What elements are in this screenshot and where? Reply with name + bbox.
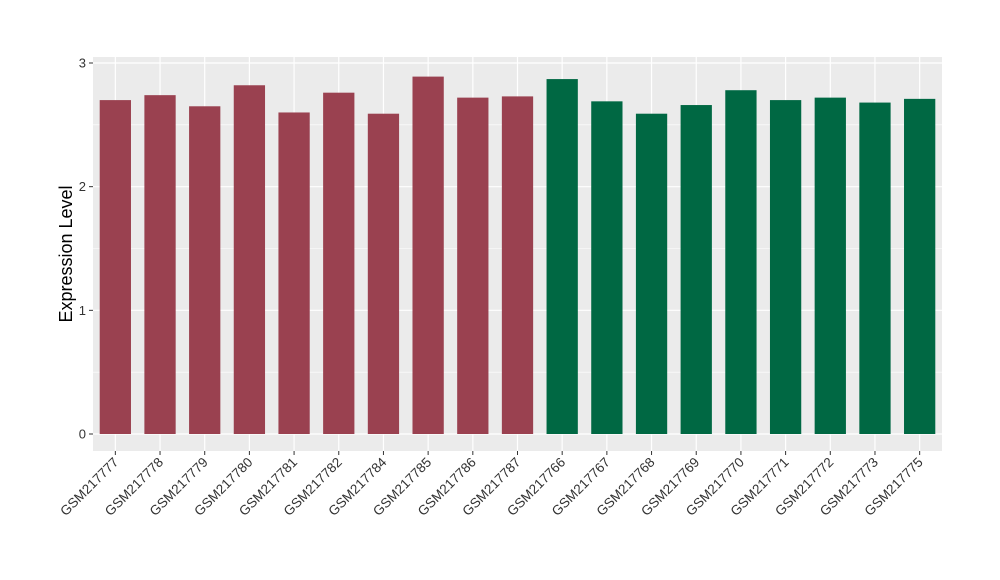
bar xyxy=(457,97,489,435)
bar xyxy=(278,112,310,434)
bar xyxy=(680,105,712,435)
y-axis-title: Expression Level xyxy=(56,185,76,322)
bar xyxy=(635,113,668,434)
y-tick-label: 3 xyxy=(79,56,86,71)
y-tick-label: 2 xyxy=(79,179,86,194)
y-axis: 0 1 2 3 xyxy=(79,56,93,442)
x-axis: GSM217777GSM217778GSM217779GSM217780GSM2… xyxy=(57,451,926,519)
bar xyxy=(904,98,936,434)
bar xyxy=(144,95,176,435)
y-tick-label: 0 xyxy=(79,427,86,442)
bar xyxy=(189,106,221,435)
bar xyxy=(367,113,400,434)
bar xyxy=(233,85,266,434)
bar xyxy=(412,76,444,434)
bar xyxy=(323,92,355,435)
bar xyxy=(591,101,623,434)
bar xyxy=(769,100,802,434)
bar xyxy=(501,96,534,434)
bar xyxy=(859,102,891,434)
bar xyxy=(725,90,757,434)
bar xyxy=(814,97,846,435)
bars xyxy=(99,76,936,435)
bar xyxy=(546,79,578,435)
bar xyxy=(99,100,131,434)
y-tick-label: 1 xyxy=(79,303,86,318)
